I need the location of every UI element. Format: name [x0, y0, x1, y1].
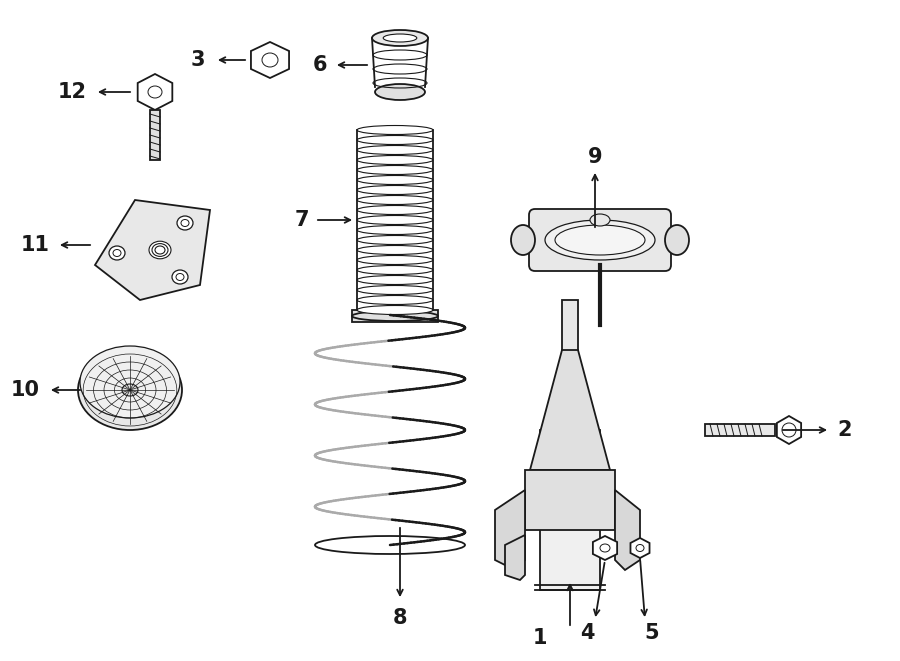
Ellipse shape [357, 245, 433, 254]
Polygon shape [615, 490, 640, 570]
Ellipse shape [357, 295, 433, 305]
Ellipse shape [357, 305, 433, 315]
Text: 4: 4 [580, 623, 594, 643]
Text: 10: 10 [11, 380, 40, 400]
Ellipse shape [357, 155, 433, 165]
Ellipse shape [357, 276, 433, 284]
Ellipse shape [357, 186, 433, 194]
Text: 7: 7 [294, 210, 309, 230]
Bar [705, 424, 775, 436]
Ellipse shape [375, 84, 425, 100]
Text: 3: 3 [191, 50, 205, 70]
Text: 6: 6 [312, 55, 327, 75]
Ellipse shape [357, 256, 433, 264]
Ellipse shape [357, 235, 433, 245]
Bar [562, 300, 578, 430]
Polygon shape [495, 490, 525, 570]
Ellipse shape [545, 220, 655, 260]
Ellipse shape [78, 350, 182, 430]
Ellipse shape [511, 225, 535, 255]
Ellipse shape [172, 270, 188, 284]
Ellipse shape [357, 126, 433, 134]
Ellipse shape [357, 196, 433, 204]
Polygon shape [138, 74, 172, 110]
Ellipse shape [665, 225, 689, 255]
Polygon shape [95, 200, 210, 300]
Ellipse shape [357, 286, 433, 295]
Ellipse shape [122, 384, 138, 396]
Ellipse shape [357, 225, 433, 235]
Text: 1: 1 [533, 628, 547, 648]
Ellipse shape [357, 136, 433, 145]
Ellipse shape [177, 216, 193, 230]
Bar [525, 470, 615, 530]
Polygon shape [631, 538, 650, 558]
Ellipse shape [80, 346, 180, 418]
Ellipse shape [357, 266, 433, 274]
Ellipse shape [176, 274, 184, 280]
Ellipse shape [383, 34, 417, 42]
Ellipse shape [555, 225, 645, 255]
Ellipse shape [148, 86, 162, 98]
Ellipse shape [357, 215, 433, 225]
Ellipse shape [109, 246, 125, 260]
Polygon shape [593, 536, 617, 560]
Ellipse shape [262, 53, 278, 67]
Ellipse shape [357, 206, 433, 215]
FancyBboxPatch shape [529, 209, 671, 271]
Polygon shape [505, 535, 525, 580]
Polygon shape [777, 416, 801, 444]
Ellipse shape [636, 545, 644, 551]
Bar [150, 110, 160, 160]
Ellipse shape [372, 30, 428, 46]
Ellipse shape [352, 311, 438, 321]
Ellipse shape [155, 246, 165, 254]
Text: 8: 8 [392, 608, 407, 628]
Text: 11: 11 [21, 235, 50, 255]
Ellipse shape [357, 145, 433, 155]
Text: 12: 12 [58, 82, 87, 102]
Text: 2: 2 [837, 420, 851, 440]
Ellipse shape [600, 544, 610, 552]
Ellipse shape [181, 219, 189, 227]
Polygon shape [530, 350, 610, 470]
Polygon shape [251, 42, 289, 78]
Ellipse shape [149, 241, 171, 259]
Ellipse shape [782, 423, 796, 437]
Ellipse shape [113, 249, 121, 256]
FancyBboxPatch shape [540, 430, 600, 590]
Ellipse shape [152, 244, 168, 256]
Text: 9: 9 [588, 147, 602, 167]
Bar [352, 310, 438, 322]
Ellipse shape [590, 214, 610, 226]
Ellipse shape [357, 165, 433, 175]
Ellipse shape [357, 176, 433, 184]
Text: 5: 5 [644, 623, 660, 643]
